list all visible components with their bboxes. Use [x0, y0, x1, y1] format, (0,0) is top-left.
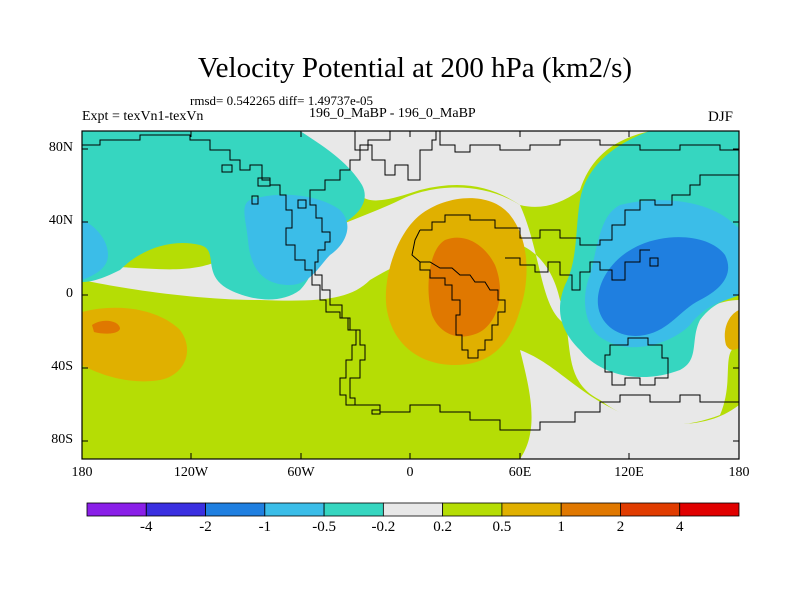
colorbar-label: -2 [199, 519, 212, 535]
colorbar-label: 1 [557, 519, 565, 535]
colorbar [86, 502, 740, 517]
lat-label-80n: 80N [48, 140, 73, 155]
colorbar-label: -0.5 [312, 519, 336, 535]
colorbar-label: 0.2 [433, 519, 452, 535]
season-label: DJF [708, 109, 734, 125]
lon-label-60w: 60W [287, 465, 315, 480]
contour-positive-moderate-east-edge [724, 310, 739, 350]
lon-label-180w: 180 [71, 465, 93, 480]
lon-label-0: 0 [406, 465, 414, 480]
colorbar-label: -0.2 [371, 519, 396, 535]
coastline-australia [604, 337, 669, 386]
colorbar-label: -1 [258, 519, 272, 535]
colorbar-label: 4 [675, 519, 684, 535]
contour-near-zero-north [290, 131, 650, 207]
coastline-antarctica [355, 394, 739, 431]
experiment-label: Expt = texVn1-texVn [82, 109, 204, 124]
coastline-europe-africa [420, 174, 739, 246]
colorbar-swatch [86, 502, 147, 517]
colorbar-swatch [620, 502, 681, 517]
colorbar-swatch [679, 502, 740, 517]
period-label: 196_0_MaBP - 196_0_MaBP [309, 106, 476, 121]
lon-label-60e: 60E [508, 465, 532, 480]
contour-positive-strong-pacific [92, 320, 120, 334]
coastline-eurasia [439, 131, 739, 153]
colorbar-label: 0.5 [492, 519, 512, 535]
colorbar-swatch [501, 502, 562, 517]
colorbar-swatch [323, 502, 384, 517]
colorbar-label: 2 [616, 519, 625, 535]
colorbar-swatch [560, 502, 621, 517]
axis-ticks [82, 131, 739, 459]
contour-negative-moderate-far-west [82, 220, 108, 280]
colorbar-swatch [382, 502, 444, 517]
lon-label-120w: 120W [173, 465, 209, 480]
lat-label-40s: 40S [51, 359, 73, 374]
contour-near-zero [82, 187, 739, 425]
colorbar-label: -4 [140, 519, 153, 535]
contour-positive-strong-africa [428, 237, 500, 337]
stats-line: rmsd= 0.542265 diff= 1.49737e-05 [190, 93, 374, 108]
colorbar-swatch [205, 502, 266, 517]
coastline-greenland [354, 131, 391, 151]
coastline-islands [221, 164, 659, 415]
chart-title: Velocity Potential at 200 hPa (km2/s) [197, 52, 633, 84]
lat-label-40n: 40N [48, 213, 73, 228]
coastline-arabia-india [505, 249, 650, 291]
colorbar-swatch [442, 502, 503, 517]
coastline-layer [82, 131, 739, 431]
colorbar-swatch [145, 502, 206, 517]
lat-label-80s: 80S [51, 432, 73, 447]
contour-near-zero-south [520, 350, 739, 459]
lat-label-0: 0 [66, 286, 73, 301]
coastline-africa [411, 229, 506, 359]
lon-label-180e: 180 [728, 465, 750, 480]
lon-label-120e: 120E [614, 465, 644, 480]
colorbar-swatch [264, 502, 325, 517]
contour-fill-layer [82, 131, 739, 459]
contour-negative-moderate-west [244, 194, 348, 285]
